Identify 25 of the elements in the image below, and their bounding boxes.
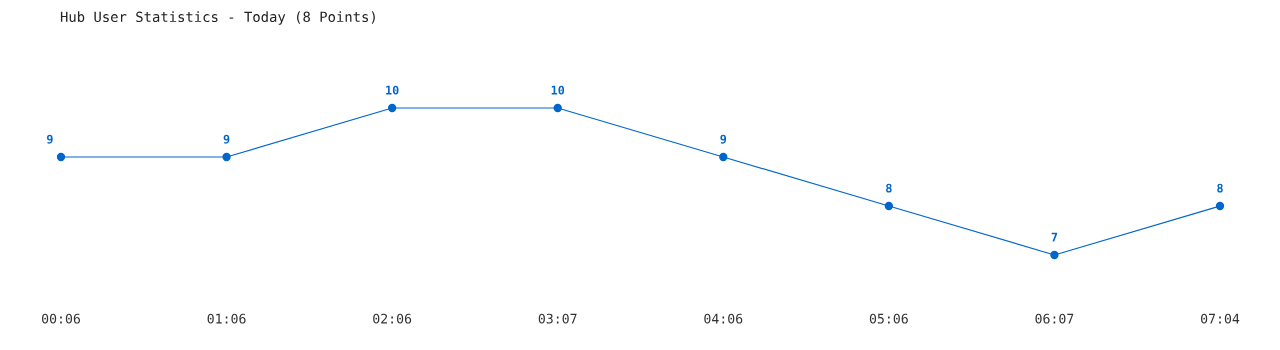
data-label: 7 [1051, 232, 1058, 242]
x-tick-label: 01:06 [207, 313, 246, 324]
x-tick-label: 06:07 [1035, 313, 1074, 324]
data-label: 9 [46, 134, 53, 144]
data-label: 8 [1217, 183, 1223, 193]
chart-title: Hub User Statistics - Today (8 Points) [60, 11, 375, 25]
data-label: 9 [223, 134, 230, 144]
x-tick-label: 02:06 [373, 313, 412, 324]
data-label: 8 [886, 183, 892, 193]
x-tick-label: 04:06 [704, 313, 743, 324]
x-tick-label: 07:04 [1201, 313, 1240, 324]
point [387, 103, 397, 113]
point [1050, 250, 1059, 260]
point [56, 152, 66, 162]
point [884, 201, 894, 211]
data-label: 10 [551, 85, 565, 95]
point [1215, 201, 1225, 211]
point [222, 152, 231, 162]
data-label: 9 [720, 134, 727, 144]
x-tick-label: 05:06 [869, 313, 908, 324]
data-label: 10 [386, 85, 399, 95]
x-tick-label: 03:07 [538, 313, 577, 324]
point [553, 103, 562, 113]
point [719, 152, 728, 162]
x-tick-label: 00:06 [42, 313, 80, 324]
